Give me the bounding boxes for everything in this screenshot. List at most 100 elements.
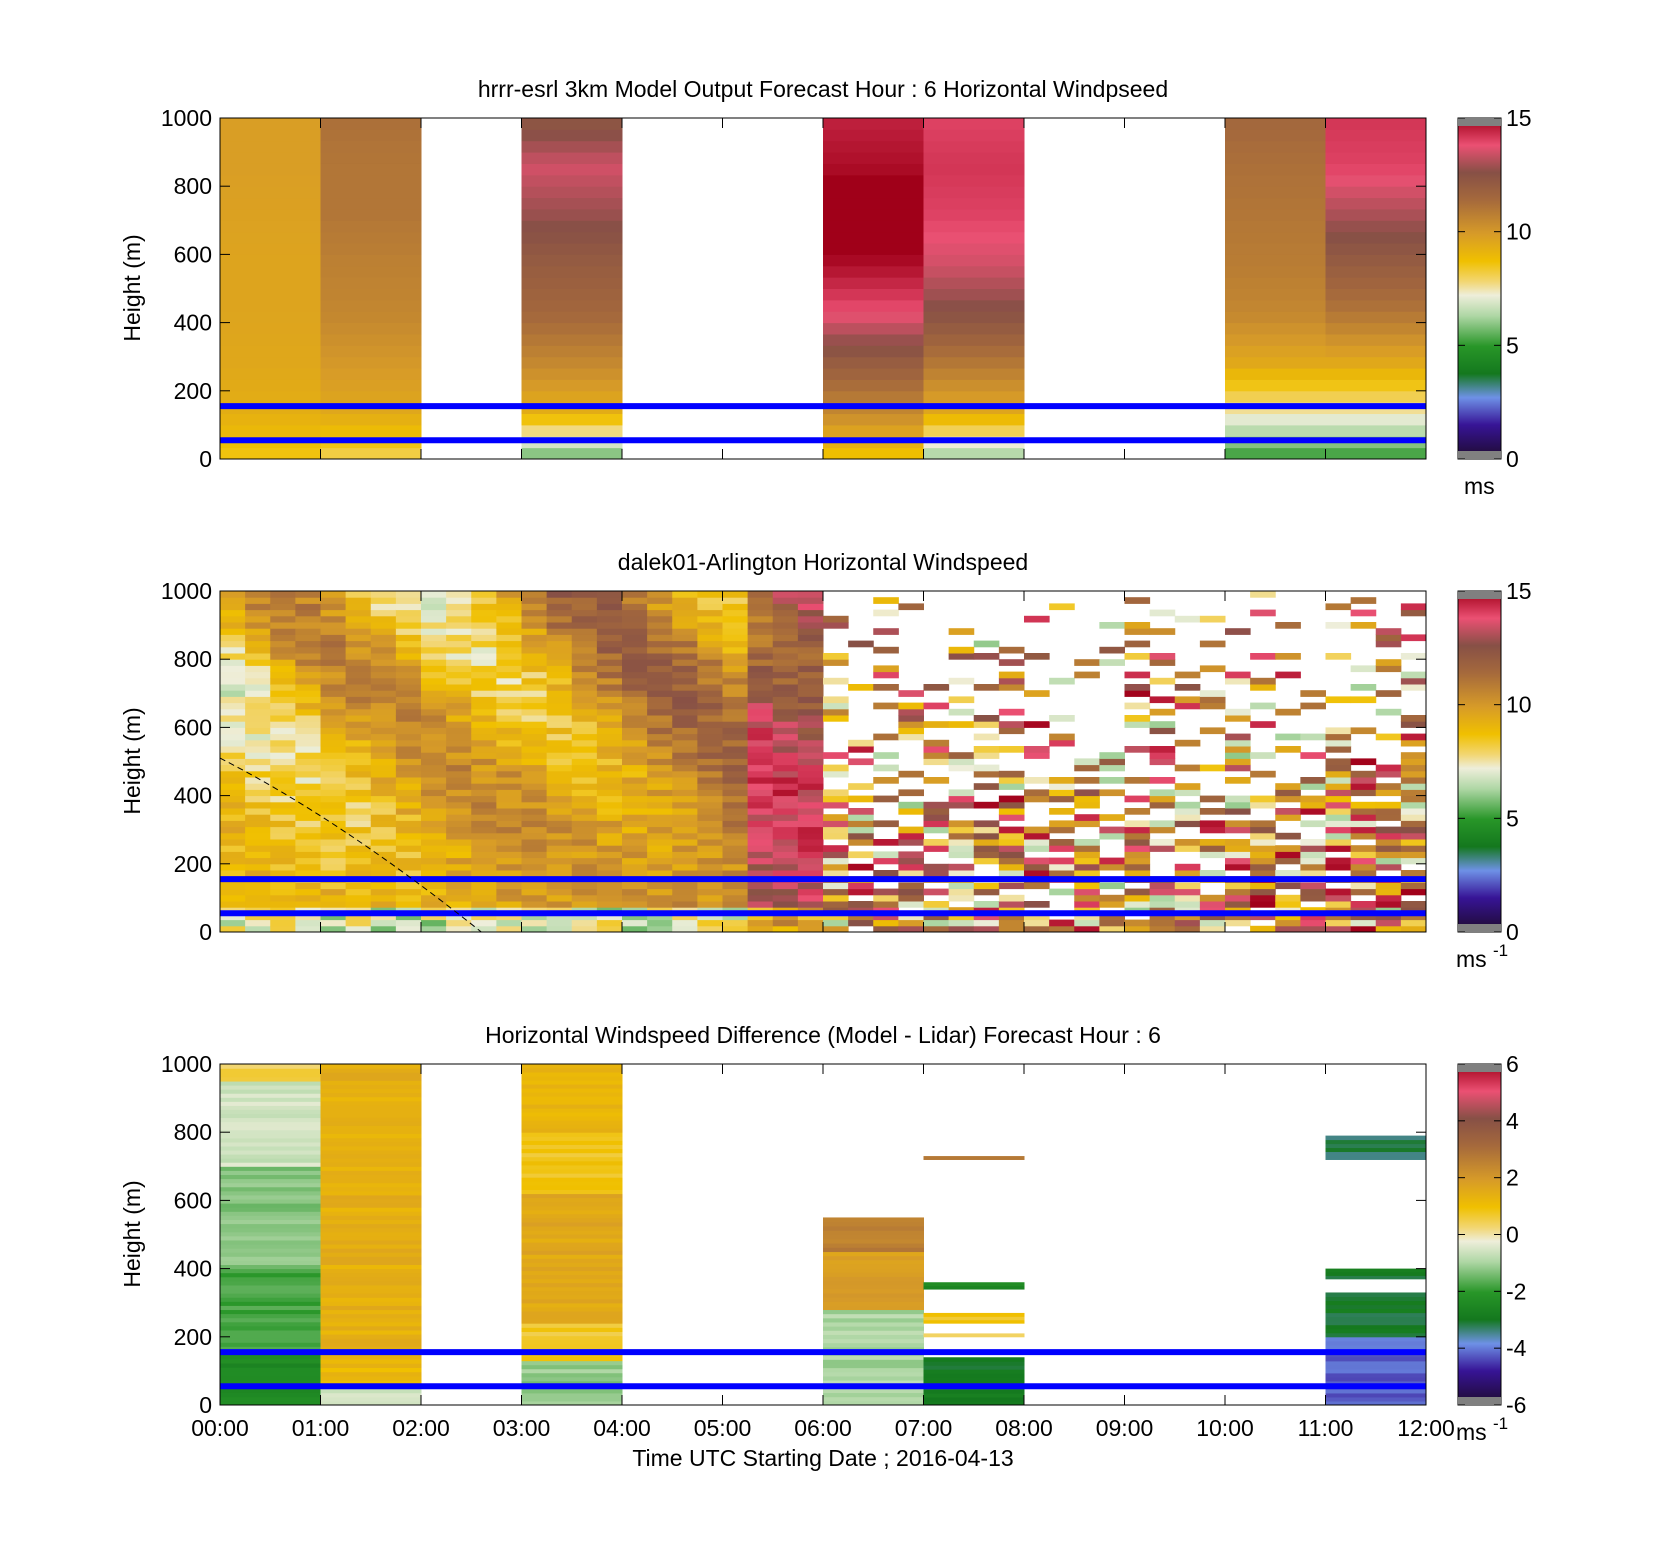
lidar-cell bbox=[571, 925, 598, 932]
lidar-cell bbox=[672, 783, 698, 790]
lidar-cell bbox=[571, 795, 598, 803]
lidar-cell bbox=[848, 783, 874, 790]
lidar-cell bbox=[1024, 832, 1050, 840]
lidar-cell bbox=[1024, 690, 1050, 697]
lidar-cell bbox=[1250, 882, 1276, 890]
lidar-cell bbox=[446, 839, 472, 846]
lidar-cell bbox=[546, 789, 573, 797]
lidar-cell bbox=[521, 913, 548, 921]
difference-cell bbox=[521, 1108, 623, 1113]
lidar-cell bbox=[672, 671, 698, 679]
lidar-cell bbox=[697, 609, 723, 617]
lidar-cell bbox=[546, 839, 573, 846]
lidar-cell bbox=[722, 795, 749, 803]
difference-cell bbox=[220, 1297, 321, 1302]
lidar-cell bbox=[923, 684, 950, 691]
difference-cell bbox=[220, 1379, 321, 1385]
difference-cell bbox=[823, 1234, 924, 1240]
lidar-cell bbox=[647, 622, 673, 629]
lidar-cell bbox=[345, 764, 372, 772]
lidar-cell bbox=[622, 913, 648, 921]
lidar-cell bbox=[320, 857, 347, 865]
lidar-cell bbox=[496, 882, 522, 890]
difference-cell bbox=[923, 1393, 1025, 1398]
lidar-cell bbox=[471, 708, 497, 716]
lidar-cell bbox=[848, 882, 874, 890]
model-cell bbox=[320, 220, 422, 233]
lidar-cell bbox=[320, 690, 347, 697]
difference-cell bbox=[823, 1309, 924, 1315]
lidar-cell bbox=[848, 913, 874, 921]
lidar-cell bbox=[772, 925, 799, 932]
model-cell bbox=[320, 390, 422, 403]
difference-cell bbox=[1325, 1328, 1426, 1334]
lidar-cell bbox=[270, 603, 296, 611]
lidar-cell bbox=[722, 677, 749, 685]
lidar-cell bbox=[1300, 783, 1326, 790]
lidar-cell bbox=[295, 702, 321, 710]
lidar-cell bbox=[1325, 801, 1352, 809]
lidar-cell bbox=[596, 832, 623, 840]
lidar-cell bbox=[596, 851, 623, 859]
lidar-cell bbox=[647, 715, 673, 722]
lidar-cell bbox=[571, 677, 598, 685]
model-cell bbox=[823, 311, 924, 324]
difference-cell bbox=[521, 1201, 623, 1207]
lidar-cell bbox=[973, 913, 1000, 921]
model-cell bbox=[923, 186, 1025, 199]
lidar-cell bbox=[596, 888, 623, 896]
lidar-cell bbox=[873, 628, 899, 635]
lidar-cell bbox=[496, 888, 522, 896]
model-cell bbox=[823, 413, 924, 426]
lidar-cell bbox=[823, 677, 849, 685]
lidar-cell bbox=[898, 832, 924, 840]
lidar-cell bbox=[697, 764, 723, 772]
lidar-cell bbox=[571, 758, 598, 766]
lidar-cell bbox=[672, 622, 698, 629]
difference-cell bbox=[823, 1334, 924, 1340]
lidar-cell bbox=[320, 665, 347, 673]
model-cell bbox=[823, 390, 924, 403]
model-cell bbox=[220, 231, 321, 244]
model-cell bbox=[923, 163, 1025, 176]
lidar-cell bbox=[823, 708, 849, 716]
difference-cell bbox=[320, 1376, 422, 1381]
lidar-cell bbox=[1074, 925, 1100, 932]
lidar-cell bbox=[421, 603, 447, 611]
lidar-cell bbox=[1325, 919, 1352, 927]
lidar-cell bbox=[697, 789, 723, 797]
x-tick-label: 01:00 bbox=[292, 1415, 350, 1441]
lidar-cell bbox=[797, 789, 824, 797]
x-tick-label: 08:00 bbox=[995, 1415, 1053, 1441]
lidar-cell bbox=[421, 733, 447, 741]
lidar-cell bbox=[596, 665, 623, 673]
lidar-cell bbox=[722, 752, 749, 759]
colorbar-tick-label: 0 bbox=[1506, 919, 1519, 945]
lidar-cell bbox=[948, 696, 975, 704]
lidar-cell bbox=[1124, 777, 1151, 784]
lidar-cell bbox=[345, 863, 372, 871]
lidar-cell bbox=[471, 615, 497, 623]
lidar-cell bbox=[1400, 677, 1426, 685]
difference-cell bbox=[320, 1367, 422, 1373]
lidar-cell bbox=[471, 814, 497, 821]
lidar-cell bbox=[898, 715, 924, 722]
lidar-cell bbox=[898, 857, 924, 865]
y-tick-label: 1000 bbox=[161, 1051, 212, 1077]
lidar-cell bbox=[345, 851, 372, 859]
lidar-cell bbox=[496, 615, 522, 623]
lidar-cell bbox=[521, 857, 548, 865]
lidar-cell bbox=[521, 832, 548, 840]
difference-cell bbox=[1325, 1360, 1426, 1366]
lidar-cell bbox=[747, 752, 774, 759]
difference-cell bbox=[320, 1076, 422, 1081]
lidar-cell bbox=[647, 615, 673, 623]
lidar-cell bbox=[1099, 646, 1125, 654]
model-cell bbox=[320, 152, 422, 164]
lidar-cell bbox=[546, 746, 573, 753]
lidar-cell bbox=[546, 888, 573, 896]
lidar-cell bbox=[697, 708, 723, 716]
lidar-cell bbox=[772, 801, 799, 809]
lidar-cell bbox=[546, 826, 573, 834]
lidar-cell bbox=[1049, 919, 1075, 927]
